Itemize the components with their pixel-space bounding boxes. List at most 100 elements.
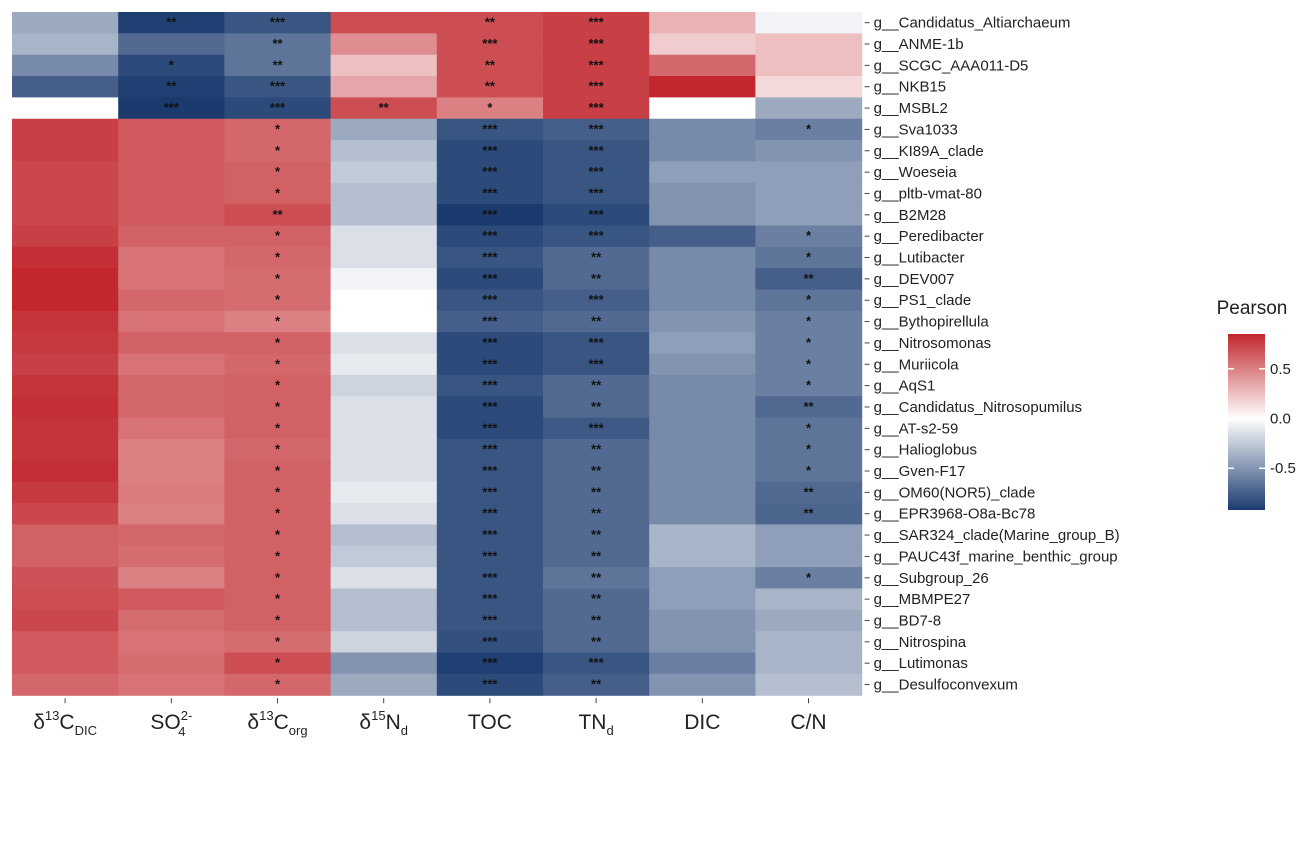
significance-mark: * [806, 250, 812, 265]
significance-mark: *** [589, 15, 605, 30]
heatmap-cell [330, 332, 438, 355]
heatmap-cell [436, 225, 544, 248]
heatmap-cell [330, 673, 438, 696]
heatmap-cell [12, 161, 119, 184]
significance-mark: ** [591, 250, 602, 265]
heatmap-cell [118, 631, 225, 654]
row-label: g__MBMPE27 [874, 591, 971, 608]
significance-mark: * [806, 378, 812, 393]
heatmap-cell [755, 182, 863, 205]
significance-mark: *** [589, 655, 605, 670]
row-label: g__KI89A_clade [874, 143, 984, 160]
heatmap-cell [118, 374, 225, 397]
heatmap-cell [118, 204, 225, 227]
heatmap-cell [755, 118, 863, 141]
significance-mark: ** [272, 57, 283, 72]
significance-mark: ** [591, 399, 602, 414]
significance-mark: *** [589, 164, 605, 179]
heatmap-cell [649, 524, 756, 547]
heatmap-cell [12, 417, 119, 440]
significance-mark: *** [589, 356, 605, 371]
column-label: DIC [684, 711, 720, 734]
heatmap-cell [543, 310, 650, 333]
heatmap-cell [118, 310, 225, 333]
significance-mark: *** [482, 591, 498, 606]
heatmap-cell [118, 118, 225, 141]
significance-mark: *** [482, 506, 498, 521]
heatmap-cell [224, 439, 332, 461]
significance-mark: ** [591, 463, 602, 478]
heatmap-cell [649, 439, 756, 461]
significance-mark: * [275, 506, 281, 521]
heatmap-cell [12, 503, 119, 525]
heatmap-cell [224, 225, 332, 248]
heatmap-cell [755, 396, 863, 419]
heatmap-cell [755, 12, 863, 34]
significance-mark: *** [589, 100, 605, 115]
heatmap-cell [12, 567, 119, 590]
heatmap-cell [224, 652, 332, 675]
significance-mark: * [275, 484, 281, 499]
significance-mark: * [806, 420, 812, 435]
significance-mark: * [275, 250, 281, 265]
heatmap-cell [436, 545, 544, 568]
heatmap-cell [755, 503, 863, 525]
significance-mark: *** [589, 143, 605, 158]
heatmap-cell [649, 268, 756, 291]
significance-mark: *** [164, 100, 180, 115]
significance-mark: *** [589, 420, 605, 435]
significance-mark: * [275, 442, 281, 457]
row-label: g__OM60(NOR5)_clade [874, 484, 1036, 501]
heatmap-cell [330, 439, 438, 461]
column-label: C/N [790, 711, 826, 734]
heatmap-cell [330, 460, 438, 483]
significance-mark: ** [591, 484, 602, 499]
row-label: g__Lutimonas [874, 655, 968, 672]
significance-mark: * [806, 570, 812, 585]
legend-title: Pearson [1217, 298, 1288, 319]
heatmap-cell [224, 289, 332, 312]
heatmap-cell [118, 353, 225, 376]
heatmap-cell [12, 374, 119, 397]
heatmap-cell [330, 76, 438, 98]
significance-mark: * [275, 378, 281, 393]
heatmap-cell [330, 396, 438, 419]
heatmap-cell [649, 33, 756, 56]
heatmap-cell [436, 503, 544, 525]
significance-mark: * [806, 356, 812, 371]
significance-mark: * [275, 228, 281, 243]
heatmap-cell [118, 33, 225, 56]
heatmap-cell [649, 609, 756, 632]
heatmap-cell [118, 396, 225, 419]
heatmap-cell [118, 673, 225, 696]
heatmap-cell [436, 97, 544, 120]
heatmap-cell [118, 332, 225, 355]
heatmap-cell [755, 673, 863, 696]
significance-mark: * [275, 420, 281, 435]
heatmap-cell [649, 481, 756, 504]
heatmap-cell [755, 161, 863, 184]
heatmap-cell [12, 652, 119, 675]
significance-mark: *** [589, 57, 605, 72]
significance-mark: * [275, 548, 281, 563]
heatmap-cell [118, 289, 225, 312]
significance-mark: * [806, 228, 812, 243]
heatmap-cell [436, 310, 544, 333]
heatmap-cell [12, 353, 119, 376]
heatmap-cell [118, 161, 225, 184]
significance-mark: ** [591, 612, 602, 627]
row-label: g__AT-s2-59 [874, 420, 959, 437]
row-label: g__SAR324_clade(Marine_group_B) [874, 527, 1120, 544]
significance-mark: *** [482, 484, 498, 499]
significance-mark: ** [591, 570, 602, 585]
heatmap-cell [649, 204, 756, 227]
heatmap-cell [543, 524, 650, 547]
heatmap-cell [649, 118, 756, 141]
heatmap-cell [12, 545, 119, 568]
heatmap-cell [12, 439, 119, 461]
heatmap-cell [224, 97, 332, 120]
row-label: g__SCGC_AAA011-D5 [874, 57, 1029, 74]
heatmap-cell [118, 503, 225, 525]
legend-ticks: 0.5 0.0 -0.5 [1228, 361, 1296, 477]
significance-mark: * [275, 185, 281, 200]
